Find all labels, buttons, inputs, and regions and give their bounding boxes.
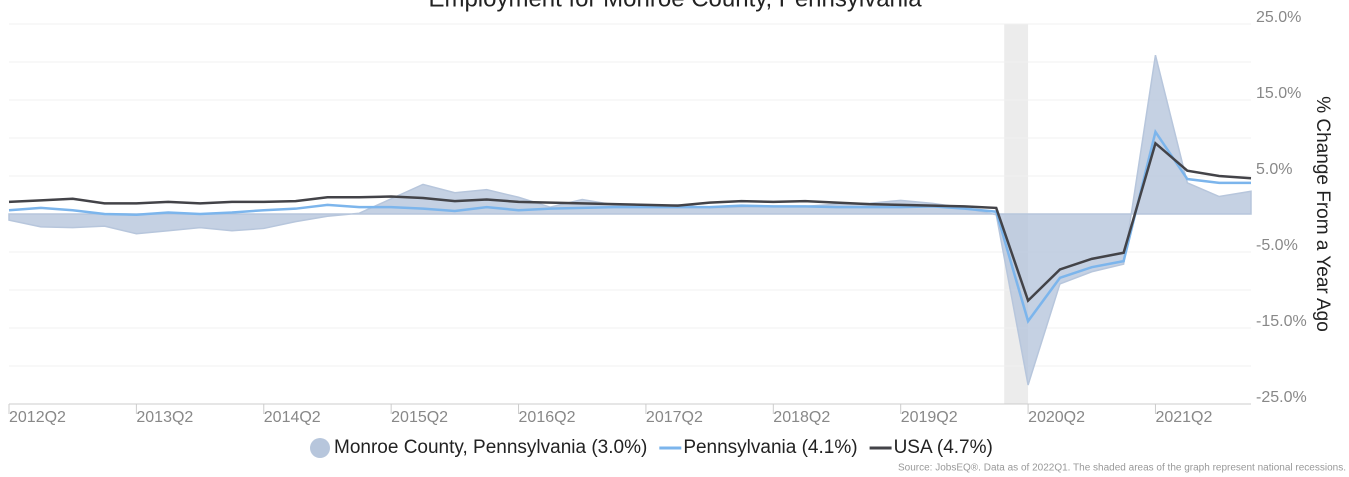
line (8, 128, 1251, 324)
x-tick-label: 2019Q2 (901, 409, 958, 426)
line (8, 141, 1252, 303)
y-tick-label: 5.0% (1256, 161, 1292, 178)
legend-label: USA (4.7%) (894, 437, 993, 458)
x-tick-label: 2012Q2 (9, 409, 66, 426)
y-tick-label: -25.0% (1256, 389, 1307, 406)
y-tick-label: -15.0% (1256, 313, 1307, 330)
legend-label: Pennsylvania (4.1%) (683, 437, 857, 458)
x-tick-label: 2020Q2 (1028, 409, 1085, 426)
x-tick-label: 2016Q2 (519, 409, 576, 426)
legend-label: Monroe County, Pennsylvania (3.0%) (334, 437, 647, 458)
x-tick-label: 2018Q2 (773, 409, 830, 426)
legend-swatch (310, 438, 330, 458)
y-tick-label: 15.0% (1256, 85, 1301, 102)
x-tick-label: 2013Q2 (136, 409, 193, 426)
x-tick-label: 2017Q2 (646, 409, 703, 426)
x-tick-label: 2015Q2 (391, 409, 448, 426)
source-note: Source: JobsEQ®. Data as of 2022Q1. The … (898, 463, 1346, 474)
x-tick-label: 2021Q2 (1155, 409, 1212, 426)
y-axis-label: % Change From a Year Ago (1312, 96, 1333, 332)
y-tick-label: 25.0% (1256, 9, 1301, 26)
area (8, 54, 1252, 386)
chart-title: Employment for Monroe County, Pennsylvan… (428, 0, 922, 12)
x-tick-label: 2014Q2 (264, 409, 321, 426)
y-tick-label: -5.0% (1256, 237, 1298, 254)
